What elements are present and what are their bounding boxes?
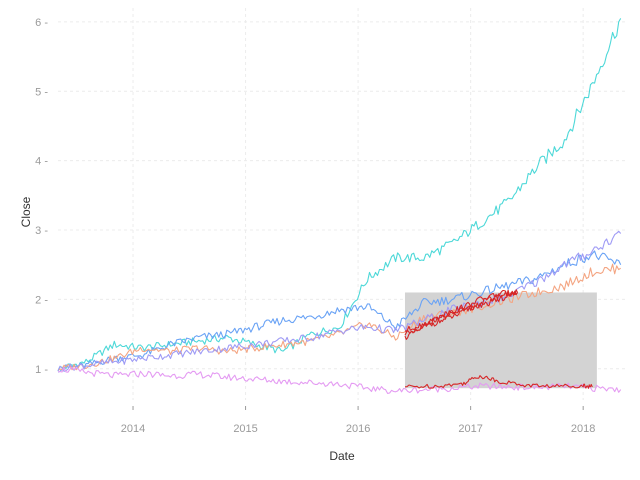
y-tick-label: 5 - bbox=[35, 86, 48, 98]
highlight-region bbox=[404, 292, 597, 389]
x-tick-label: 2017 bbox=[458, 423, 482, 435]
highlight-series-line bbox=[404, 375, 593, 389]
y-tick-label: 6 - bbox=[35, 17, 48, 29]
y-tick-label: 4 - bbox=[35, 156, 48, 168]
series-line bbox=[57, 250, 622, 373]
x-tick-label: 2016 bbox=[346, 423, 370, 435]
x-axis-title: Date bbox=[329, 449, 355, 463]
highlight-rect bbox=[404, 292, 597, 389]
series-line bbox=[57, 263, 622, 371]
highlight-series-line bbox=[404, 289, 518, 336]
highlight-series-lines bbox=[404, 289, 593, 389]
y-axis-title: Close bbox=[19, 196, 33, 227]
x-tick-label: 2018 bbox=[571, 423, 595, 435]
y-axis-ticks: 1 - 2 - 3 - 4 - 5 - 6 - bbox=[35, 17, 48, 376]
x-tick-label: 2014 bbox=[121, 423, 145, 435]
series-line bbox=[57, 366, 622, 394]
y-tick-label: 3 - bbox=[35, 225, 48, 237]
series-lines bbox=[57, 18, 622, 394]
x-axis-ticks: 2014 2015 2016 2017 2018 bbox=[121, 406, 595, 435]
y-tick-label: 1 - bbox=[35, 364, 48, 376]
x-tick-label: 2015 bbox=[233, 423, 257, 435]
y-tick-label: 2 - bbox=[35, 294, 48, 306]
series-line bbox=[57, 230, 622, 372]
